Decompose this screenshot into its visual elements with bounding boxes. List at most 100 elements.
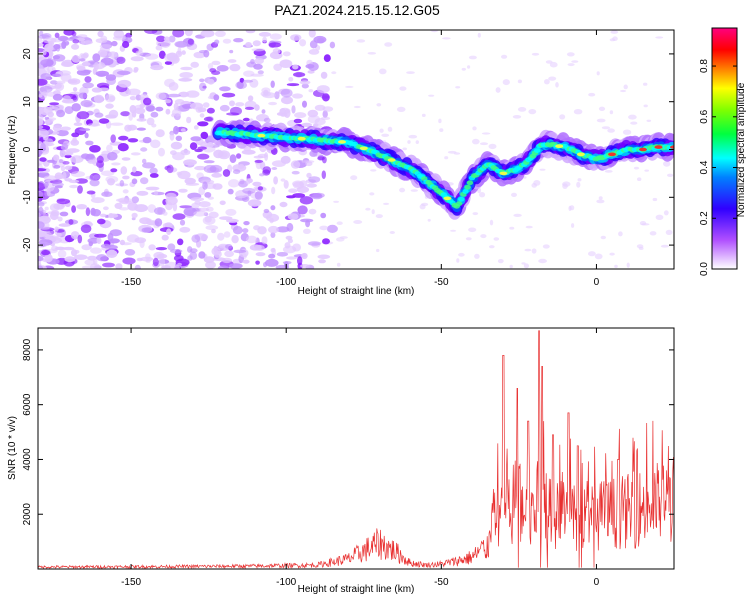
spectrogram-cell bbox=[204, 216, 212, 223]
spectrogram-cell bbox=[166, 228, 172, 235]
spectrogram-cell bbox=[79, 128, 91, 132]
spectrogram-cell bbox=[179, 226, 191, 233]
spectrogram-cell bbox=[136, 127, 146, 131]
spectrogram-cell bbox=[252, 40, 261, 47]
spectrogram-cell bbox=[55, 80, 66, 85]
spectrogram-cell bbox=[415, 140, 419, 145]
spectrogram-cell bbox=[122, 189, 129, 194]
spectrogram-cell bbox=[69, 184, 79, 189]
spectrogram-cell bbox=[179, 72, 193, 79]
colorbar-gradient bbox=[711, 27, 738, 270]
spectrogram-cell bbox=[301, 160, 315, 164]
spectrogram-cell bbox=[538, 258, 547, 264]
spectrogram-cell bbox=[468, 55, 477, 60]
spectrogram-cell bbox=[618, 231, 623, 237]
spectrogram-cell bbox=[49, 102, 60, 106]
spectrogram-cell bbox=[511, 192, 517, 197]
spectrogram-cell bbox=[142, 162, 156, 169]
spectrogram-cell bbox=[158, 147, 165, 157]
spectrogram-cell bbox=[145, 253, 151, 261]
spectrogram-cell bbox=[225, 208, 237, 216]
spectrogram-cell bbox=[544, 79, 550, 85]
spectrogram-cell bbox=[190, 197, 205, 202]
spectrogram-cell bbox=[206, 107, 215, 114]
spectrogram-cell bbox=[204, 192, 212, 198]
spectrogram-cell bbox=[77, 185, 83, 194]
spectrogram-cell bbox=[124, 249, 136, 256]
spectrogram-cell bbox=[479, 192, 486, 198]
spectrogram-cell bbox=[293, 72, 306, 78]
spectrogram-cell bbox=[117, 143, 129, 152]
spectrogram-cell bbox=[149, 167, 158, 175]
spectrogram-cell bbox=[108, 51, 118, 58]
spectrogram-cell bbox=[38, 197, 43, 202]
spectrogram-cell bbox=[238, 180, 249, 188]
spectrogram-cell bbox=[466, 180, 474, 186]
spectrogram-cell bbox=[77, 34, 88, 39]
spectrogram-cell bbox=[80, 40, 86, 45]
spectrogram-cell bbox=[571, 60, 579, 63]
spectrogram-cell bbox=[44, 43, 54, 53]
spectrogram-cell bbox=[43, 175, 58, 181]
spectrogram-cell bbox=[38, 191, 44, 198]
spectrogram-cell bbox=[609, 252, 615, 256]
spectrogram-cell bbox=[76, 111, 90, 120]
spectrogram-cell bbox=[99, 213, 107, 218]
spectrogram-cell bbox=[596, 71, 600, 76]
spectrogram-cell bbox=[350, 175, 358, 181]
spectrogram-cell bbox=[39, 157, 47, 162]
spectrogram-y-ticks: -20 -10 0 10 20 bbox=[22, 48, 674, 252]
spectrogram-cell bbox=[222, 38, 232, 44]
spectrogram-cell bbox=[287, 213, 299, 220]
spectrogram-cell bbox=[326, 224, 338, 233]
spectrogram-cell bbox=[92, 53, 101, 62]
spectrogram-cell bbox=[281, 96, 293, 105]
spectrogram-cell bbox=[462, 189, 469, 194]
spectrogram-cell bbox=[105, 175, 119, 183]
spectrogram-cell bbox=[245, 178, 251, 185]
spectrogram-y-label: Frequency (Hz) bbox=[7, 116, 18, 185]
spectrogram-cell bbox=[301, 252, 308, 260]
spectrogram-cell bbox=[91, 209, 101, 217]
spectrogram-cell bbox=[271, 167, 278, 170]
spectrogram-cell bbox=[231, 235, 239, 244]
spectrogram-cell bbox=[110, 168, 118, 173]
spectrogram-cell bbox=[97, 49, 108, 58]
spectrogram-cell bbox=[102, 262, 115, 268]
spectrogram-cell bbox=[263, 117, 271, 123]
spectrogram-cell bbox=[279, 107, 291, 114]
spectrogram-cell bbox=[284, 242, 291, 249]
spectrogram-cell bbox=[52, 55, 61, 60]
spectrogram-x-ticks: -150 -100 -50 0 bbox=[121, 30, 600, 288]
spectrogram-cell bbox=[51, 104, 65, 110]
spectrogram-cell bbox=[389, 231, 395, 234]
spectrogram-cell bbox=[467, 65, 471, 69]
spectrogram-cell bbox=[87, 159, 97, 164]
spectrogram-cell bbox=[283, 180, 289, 189]
spectrogram-cell bbox=[481, 132, 491, 135]
spectrogram-cell bbox=[82, 82, 94, 89]
spectrogram-cell bbox=[49, 203, 60, 212]
spectrogram-cell bbox=[84, 76, 92, 83]
spectrogram-cell bbox=[171, 108, 182, 117]
spectrogram-cell bbox=[300, 218, 314, 223]
spectrogram-cell bbox=[175, 135, 182, 141]
spectrogram-cell bbox=[41, 249, 51, 256]
snr-y-tick-label: 8000 bbox=[22, 338, 33, 361]
spectrogram-cell bbox=[83, 40, 94, 45]
spectrogram-cell bbox=[148, 244, 156, 251]
spectrogram-y-tick-label: -20 bbox=[22, 237, 33, 252]
spectrogram-cell bbox=[193, 125, 199, 130]
spectrogram-cell bbox=[181, 50, 186, 55]
spectrogram-cell bbox=[185, 90, 200, 98]
spectrogram-cell bbox=[274, 91, 280, 100]
spectrogram-cell bbox=[633, 166, 640, 170]
spectrogram-cell bbox=[54, 83, 62, 89]
spectrogram-cell bbox=[387, 158, 396, 162]
spectrogram-cell bbox=[276, 226, 290, 233]
spectrogram-cell bbox=[353, 105, 361, 109]
spectrogram-cell bbox=[472, 126, 477, 131]
spectrogram-cell bbox=[223, 231, 231, 238]
spectrogram-cell bbox=[233, 38, 244, 43]
spectrogram-cell bbox=[50, 210, 60, 217]
